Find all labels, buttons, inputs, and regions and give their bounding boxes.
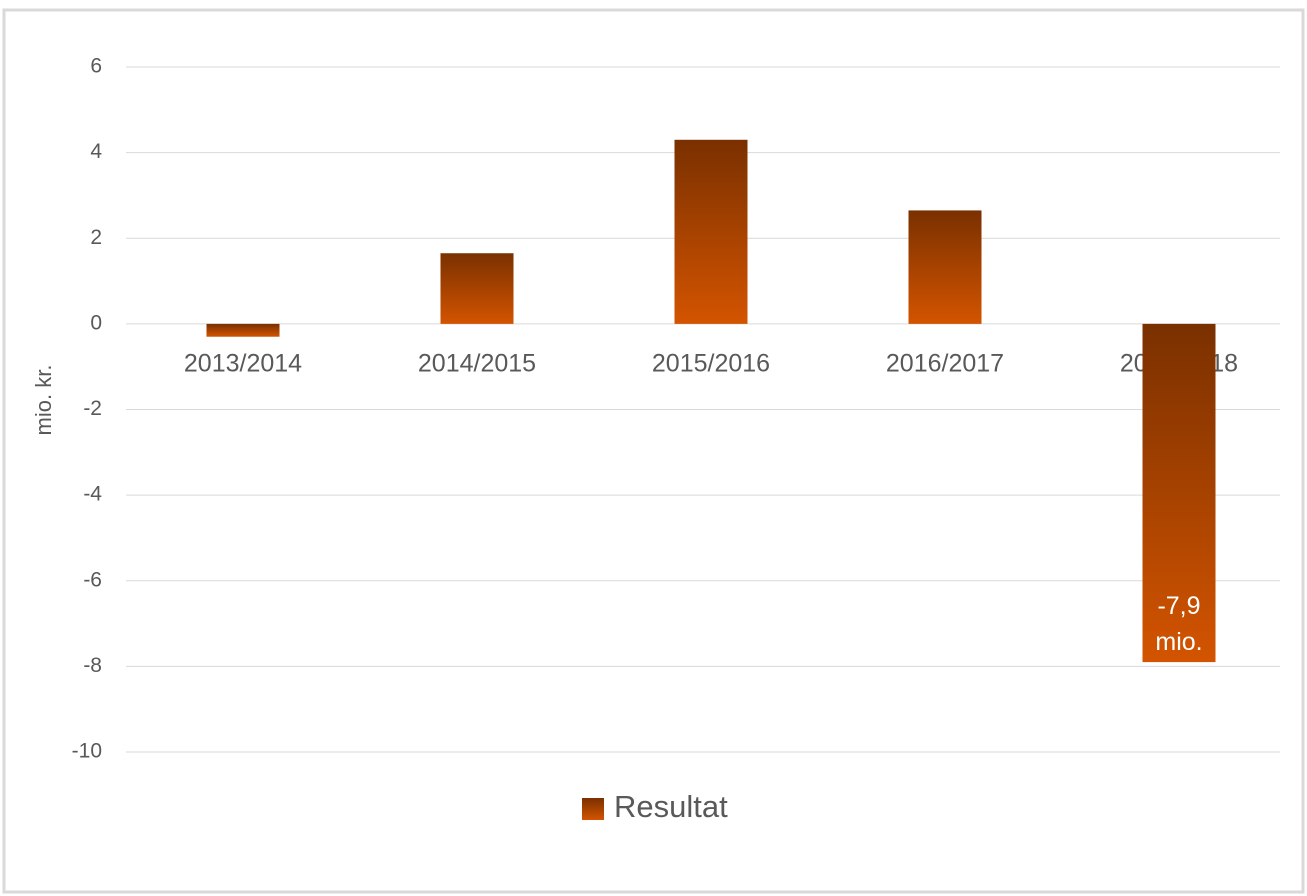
bar bbox=[908, 210, 982, 324]
chart-border bbox=[2, 8, 1305, 894]
x-tick-label: 2016/2017 bbox=[886, 349, 1004, 377]
bar bbox=[1142, 323, 1216, 663]
legend-label: Resultat bbox=[614, 789, 728, 824]
x-tick-label: 2014/2015 bbox=[418, 349, 536, 377]
y-tick-label: 4 bbox=[90, 140, 102, 163]
bar bbox=[440, 253, 514, 324]
data-label: -7,9 mio. bbox=[1155, 592, 1203, 657]
y-tick-label: 2 bbox=[90, 226, 102, 249]
bar bbox=[206, 323, 280, 337]
x-tick-label: 2013/2014 bbox=[184, 349, 302, 377]
y-tick-label: -10 bbox=[72, 740, 102, 763]
bar bbox=[674, 139, 748, 324]
y-tick-label: 6 bbox=[90, 55, 102, 78]
y-axis-label: mio. kr. bbox=[31, 365, 56, 436]
y-tick-label: -8 bbox=[83, 654, 102, 677]
y-tick-label: 0 bbox=[90, 311, 102, 334]
y-tick-label: -6 bbox=[83, 568, 102, 591]
y-tick-label: -4 bbox=[83, 483, 102, 506]
legend-swatch bbox=[582, 798, 604, 820]
y-tick-label: -2 bbox=[83, 397, 102, 420]
x-tick-label: 2015/2016 bbox=[652, 349, 770, 377]
